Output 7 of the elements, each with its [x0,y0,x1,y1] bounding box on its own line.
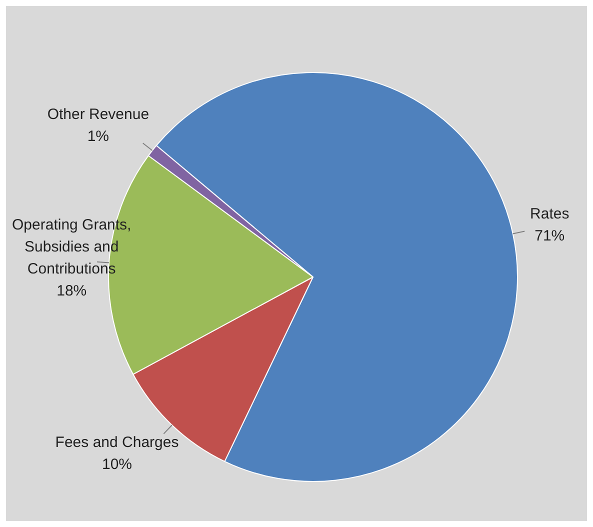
slice-label: Rates [530,205,570,222]
slice-label: Other Revenue [47,106,150,123]
data-label: 71% [534,227,565,244]
data-label: 18% [56,282,87,300]
slice-label: Fees and Charges [55,434,179,452]
data-label: 1% [87,128,110,145]
data-label: 10% [102,456,132,474]
